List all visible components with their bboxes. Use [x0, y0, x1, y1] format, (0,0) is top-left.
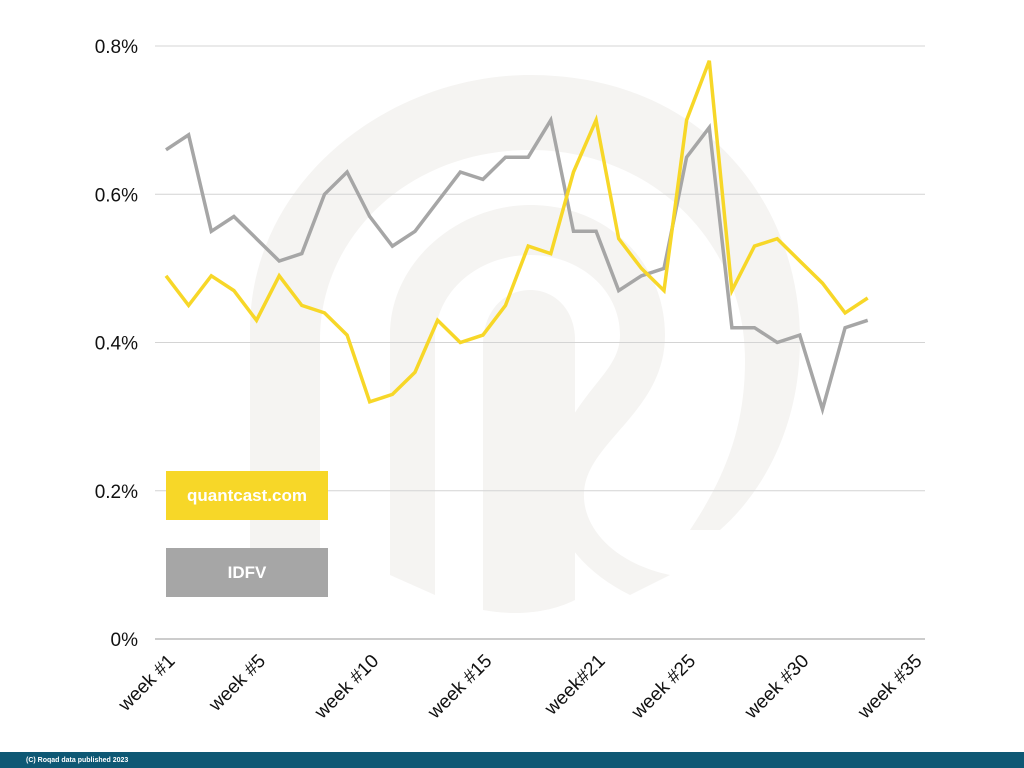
y-tick-label: 0.4% — [95, 334, 138, 355]
y-tick-label: 0% — [111, 630, 139, 651]
y-tick-label: 0.2% — [95, 482, 138, 503]
x-axis-ticks: week #1 week #5 week #10 week #15 week#21 wee… — [114, 651, 927, 724]
x-tick-label: week#21 — [540, 651, 609, 720]
y-axis-ticks: 0% 0.2% 0.4% 0.6% 0.8% — [95, 37, 138, 651]
legend-quantcast: quantcast.com — [166, 471, 328, 520]
watermark-stem — [483, 290, 575, 613]
series-line-quantcast-com — [164, 60, 869, 404]
watermark-arc — [250, 75, 800, 560]
legend-idfv-label: IDFV — [227, 562, 267, 582]
legend-quantcast-label: quantcast.com — [187, 485, 307, 505]
footer-copyright: (C) Roqad data published 2023 — [26, 756, 129, 764]
y-tick-label: 0.8% — [95, 37, 138, 58]
x-tick-label: week #35 — [853, 651, 926, 724]
x-tick-label: week #1 — [114, 651, 180, 717]
footer-bar: (C) Roqad data published 2023 — [0, 752, 1024, 768]
legend-idfv: IDFV — [166, 548, 328, 597]
watermark-logo — [250, 75, 800, 613]
x-tick-label: week #30 — [740, 651, 813, 724]
x-tick-label: week #25 — [627, 651, 700, 724]
x-tick-label: week #10 — [310, 651, 383, 724]
watermark-inner — [390, 205, 670, 595]
x-tick-label: week #15 — [423, 651, 496, 724]
y-tick-label: 0.6% — [95, 185, 138, 206]
series-line-idfv — [165, 115, 869, 416]
x-tick-label: week #5 — [204, 651, 270, 717]
series-lines — [164, 60, 869, 416]
